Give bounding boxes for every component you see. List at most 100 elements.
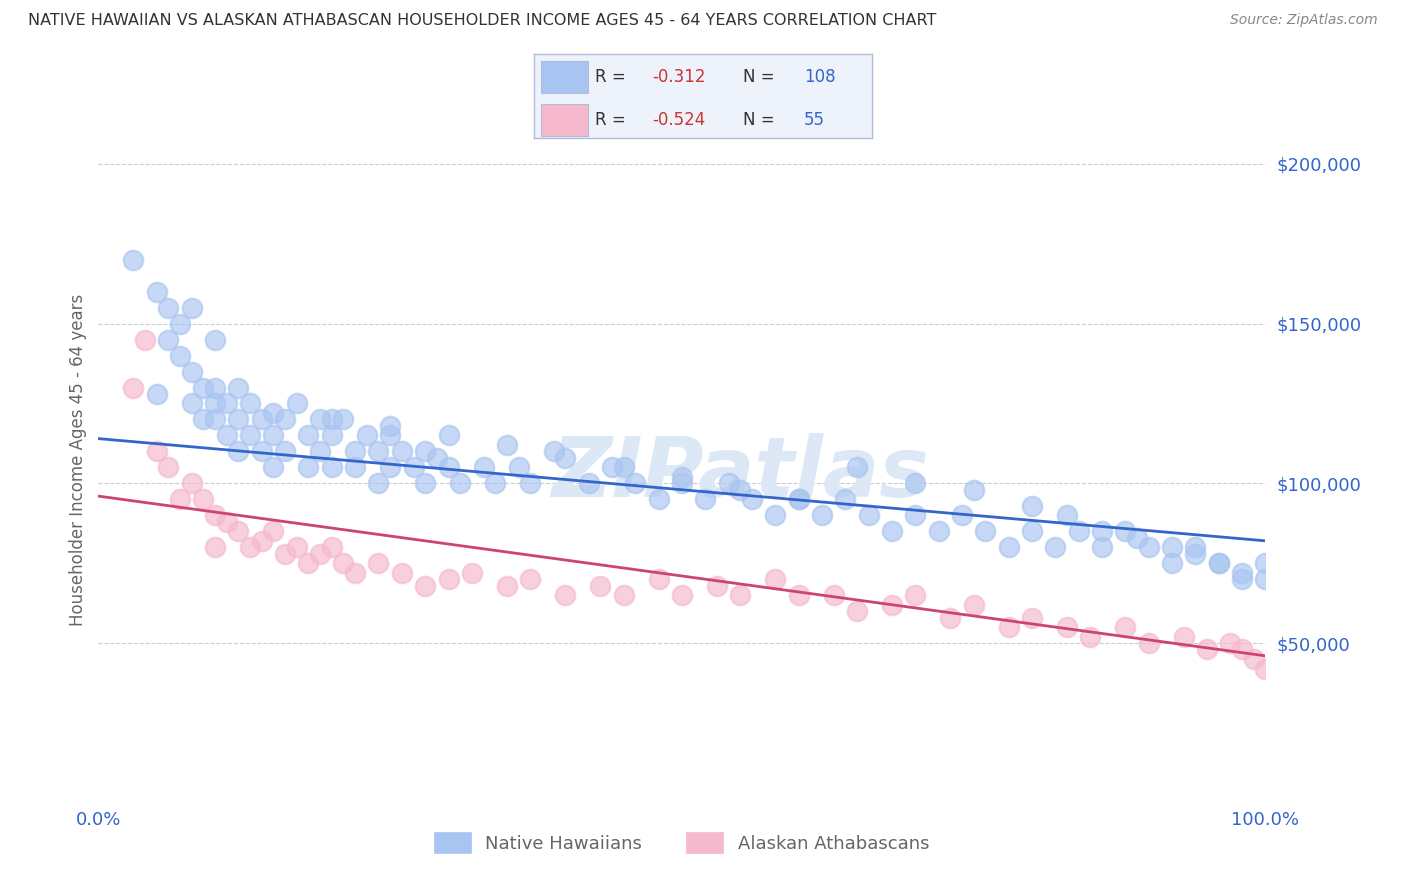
Point bbox=[939, 610, 962, 624]
Point bbox=[1126, 531, 1149, 545]
Point bbox=[262, 460, 284, 475]
Point bbox=[1161, 556, 1184, 570]
Point bbox=[508, 460, 530, 475]
Point bbox=[647, 572, 669, 586]
Point bbox=[1230, 572, 1253, 586]
Point bbox=[402, 460, 425, 475]
Point bbox=[613, 588, 636, 602]
Point bbox=[613, 460, 636, 475]
Point bbox=[274, 412, 297, 426]
Point bbox=[578, 476, 600, 491]
Point bbox=[250, 533, 273, 548]
Text: -0.312: -0.312 bbox=[652, 69, 706, 87]
Text: N =: N = bbox=[744, 69, 780, 87]
Point bbox=[880, 524, 903, 539]
Point bbox=[250, 412, 273, 426]
Point bbox=[811, 508, 834, 523]
Point bbox=[193, 412, 215, 426]
Point bbox=[763, 508, 786, 523]
Point bbox=[1056, 508, 1078, 523]
Point bbox=[204, 396, 226, 410]
Point bbox=[228, 444, 250, 458]
Point bbox=[180, 476, 202, 491]
Point bbox=[846, 604, 869, 618]
Point bbox=[413, 578, 436, 592]
Point bbox=[239, 428, 262, 442]
Point bbox=[297, 556, 319, 570]
Point bbox=[1254, 572, 1277, 586]
Point bbox=[950, 508, 973, 523]
Point bbox=[215, 396, 238, 410]
Point bbox=[974, 524, 997, 539]
Point bbox=[1195, 642, 1218, 657]
Point bbox=[928, 524, 950, 539]
Point bbox=[239, 540, 262, 554]
Point bbox=[356, 428, 378, 442]
Point bbox=[1254, 662, 1277, 676]
Point bbox=[730, 483, 752, 497]
Point bbox=[846, 460, 869, 475]
Point bbox=[904, 588, 927, 602]
Point bbox=[1091, 540, 1114, 554]
Point bbox=[321, 412, 343, 426]
Point bbox=[215, 428, 238, 442]
Point bbox=[274, 547, 297, 561]
Point bbox=[880, 598, 903, 612]
Point bbox=[671, 470, 693, 484]
Point bbox=[519, 476, 541, 491]
FancyBboxPatch shape bbox=[541, 103, 588, 136]
Point bbox=[134, 333, 156, 347]
Point bbox=[717, 476, 740, 491]
Point bbox=[193, 492, 215, 507]
Point bbox=[1254, 556, 1277, 570]
Point bbox=[962, 483, 984, 497]
Point bbox=[962, 598, 984, 612]
Point bbox=[1161, 540, 1184, 554]
Point bbox=[589, 578, 612, 592]
Point bbox=[1021, 610, 1043, 624]
Point bbox=[1184, 547, 1206, 561]
Point bbox=[367, 476, 389, 491]
Point bbox=[519, 572, 541, 586]
Point bbox=[204, 508, 226, 523]
Point bbox=[858, 508, 880, 523]
Point bbox=[378, 418, 402, 433]
Point bbox=[344, 566, 367, 580]
Point bbox=[309, 444, 332, 458]
Point bbox=[461, 566, 484, 580]
Point bbox=[228, 412, 250, 426]
Point bbox=[391, 566, 413, 580]
Point bbox=[1137, 540, 1160, 554]
Point bbox=[285, 540, 308, 554]
Point bbox=[157, 301, 180, 315]
Point bbox=[180, 365, 202, 379]
Point bbox=[344, 460, 367, 475]
Point bbox=[647, 492, 669, 507]
Point bbox=[332, 412, 354, 426]
Point bbox=[763, 572, 786, 586]
Point bbox=[332, 556, 354, 570]
Point bbox=[741, 492, 763, 507]
Point bbox=[378, 460, 402, 475]
Point bbox=[1173, 630, 1195, 644]
FancyBboxPatch shape bbox=[541, 62, 588, 94]
Point bbox=[834, 492, 856, 507]
Point bbox=[997, 620, 1019, 634]
Point bbox=[730, 588, 752, 602]
Text: R =: R = bbox=[595, 69, 631, 87]
Point bbox=[180, 396, 202, 410]
Point bbox=[297, 460, 319, 475]
Text: N =: N = bbox=[744, 111, 780, 128]
Point bbox=[1230, 566, 1253, 580]
Point bbox=[624, 476, 647, 491]
Point bbox=[1243, 652, 1265, 666]
Point bbox=[671, 476, 693, 491]
Point bbox=[787, 492, 810, 507]
Point bbox=[495, 438, 517, 452]
Point bbox=[1114, 620, 1136, 634]
Y-axis label: Householder Income Ages 45 - 64 years: Householder Income Ages 45 - 64 years bbox=[69, 293, 87, 625]
Point bbox=[169, 492, 191, 507]
Point bbox=[228, 524, 250, 539]
Point bbox=[321, 428, 343, 442]
Point bbox=[437, 460, 460, 475]
